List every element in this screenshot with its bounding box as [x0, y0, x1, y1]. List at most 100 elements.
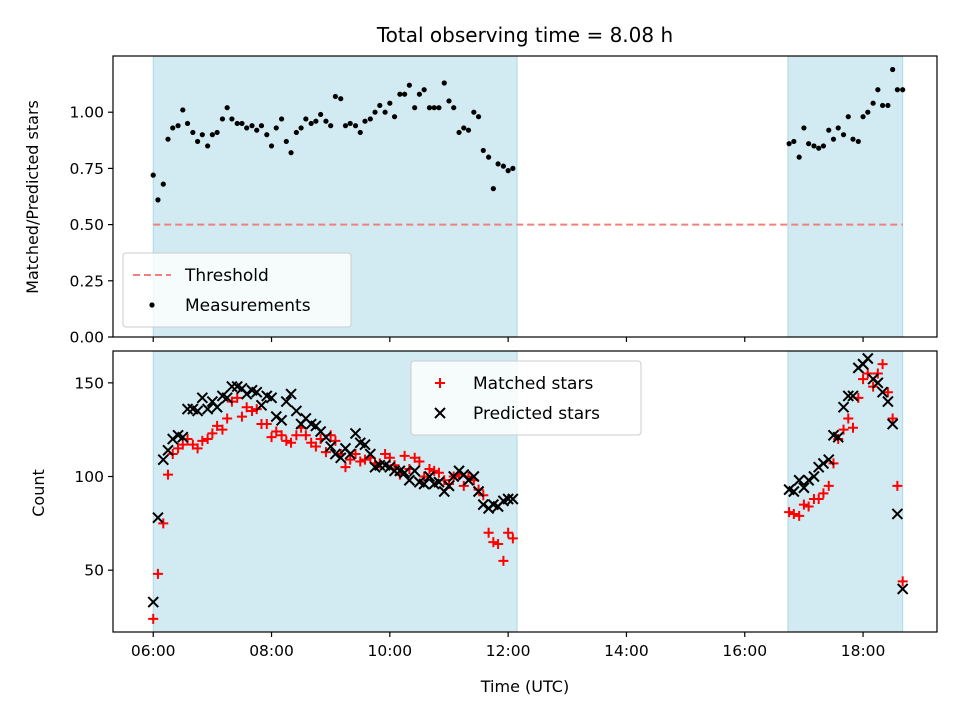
matched-stars-point	[261, 419, 272, 430]
measurement-point	[486, 154, 492, 160]
matched-stars-point	[330, 435, 341, 446]
matched-stars-point	[897, 576, 908, 587]
measurement-point	[180, 107, 186, 113]
measurement-point	[347, 120, 353, 127]
legend-box	[410, 360, 642, 436]
measurement-point	[835, 125, 841, 131]
y-tick-label: 0.50	[69, 216, 104, 234]
measurement-point	[332, 93, 339, 100]
predicted-stars-point	[462, 474, 475, 486]
matched-stars-point	[887, 413, 898, 424]
predicted-stars-point	[423, 470, 436, 483]
predicted-stars-point	[891, 508, 904, 520]
predicted-stars-point	[177, 431, 189, 443]
measurement-point	[367, 116, 373, 122]
measurement-point	[786, 141, 792, 147]
measurement-point	[421, 87, 427, 93]
matched-stars-point	[212, 420, 223, 431]
matched-stars-point	[276, 430, 287, 441]
matched-stars-point	[222, 413, 233, 424]
predicted-stars-point	[886, 418, 899, 430]
x-tick-label: 16:00	[722, 642, 767, 660]
measurement-point	[879, 102, 886, 109]
predicted-stars-point	[847, 390, 859, 402]
measurement-point	[840, 132, 847, 138]
measurement-point	[184, 120, 191, 127]
predicted-stars-point	[251, 386, 263, 398]
measurement-point	[441, 80, 447, 86]
measurement-point	[377, 102, 383, 109]
matched-stars-point	[788, 508, 799, 519]
count-axes-frame	[112, 350, 938, 633]
measurement-point	[170, 125, 176, 131]
measurement-point	[820, 143, 827, 149]
measurement-point	[160, 181, 166, 187]
predicted-stars-point	[443, 480, 455, 492]
predicted-stars-point	[167, 433, 179, 445]
measurement-point	[229, 116, 235, 122]
matched-stars-point	[882, 387, 893, 398]
predicted-stars-point	[191, 405, 204, 417]
measurement-point	[446, 98, 452, 104]
matched-stars-point	[818, 488, 829, 499]
predicted-stars-point	[162, 444, 174, 456]
x-tick-label: 08:00	[249, 642, 294, 660]
matched-stars-point	[399, 450, 410, 461]
measurement-point	[209, 132, 215, 138]
predicted-stars-point	[290, 405, 303, 417]
x-tick-label: 18:00	[841, 642, 886, 660]
measurement-point	[830, 136, 837, 142]
predicted-stars-point	[842, 390, 854, 402]
measurement-point	[362, 118, 368, 124]
matched-stars-point	[148, 613, 159, 624]
matched-stars-point	[350, 449, 361, 460]
predicted-stars-point	[403, 474, 416, 486]
predicted-stars-point	[364, 448, 377, 460]
matched-stars-point	[433, 467, 444, 478]
predicted-stars-point	[472, 485, 485, 498]
measurement-point	[894, 87, 900, 93]
predicted-stars-point	[201, 403, 214, 415]
x-tick-label: 10:00	[367, 642, 412, 660]
legend-matched-stars-label: Matched stars	[473, 374, 593, 394]
matched-stars-point	[414, 456, 425, 467]
measurement-point	[342, 123, 349, 129]
measurement-point	[234, 120, 240, 127]
legend-measurements-swatch	[149, 302, 155, 308]
y-tick-label: 1.00	[69, 104, 104, 122]
measurement-point	[510, 165, 516, 171]
measurement-point	[431, 105, 437, 111]
predicted-stars-point	[344, 448, 356, 460]
matched-stars-point	[872, 368, 883, 379]
matched-stars-point	[803, 501, 814, 512]
matched-stars-point	[488, 537, 499, 548]
predicted-stars-point	[808, 470, 820, 483]
predicted-stars-point	[255, 399, 268, 412]
measurement-point	[436, 105, 442, 111]
measurement-point	[412, 105, 418, 111]
chart-title: Total observing time = 8.08 h	[376, 23, 673, 47]
predicted-stars-point	[793, 474, 805, 486]
measurement-point	[205, 143, 211, 149]
x-tick-label: 12:00	[486, 642, 531, 660]
predicted-stars-point	[882, 395, 894, 408]
legend-measurements-label: Measurements	[185, 296, 311, 316]
count-panel: 50 100 150 06:00 08:00 10:00 12:00 14:00 16:00 18…	[74, 350, 938, 660]
matched-stars-point	[291, 430, 302, 441]
matched-stars-point	[192, 443, 203, 454]
predicted-stars-point	[408, 465, 421, 477]
matched-stars-point	[458, 480, 469, 491]
measurement-point	[811, 143, 817, 149]
measurement-point	[505, 168, 511, 174]
measurement-point	[254, 127, 260, 133]
predicted-stars-point	[823, 453, 835, 466]
measurement-point	[338, 96, 344, 102]
measurement-point	[480, 147, 486, 154]
ratio-panel: 0.00 0.25 0.50 0.75 1.00 Threshold Measurement…	[69, 55, 938, 347]
matched-stars-point	[862, 368, 873, 379]
matched-stars-point	[266, 432, 277, 443]
measurement-point	[214, 129, 220, 136]
x-tick-label: 06:00	[131, 642, 176, 660]
predicted-stars-point	[468, 470, 480, 483]
